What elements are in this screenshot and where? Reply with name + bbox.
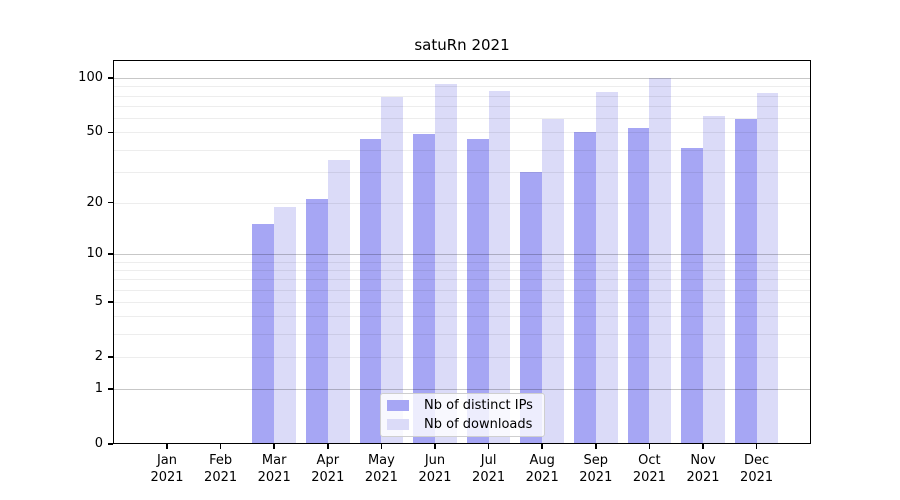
minor-gridline-80 [113, 95, 811, 97]
x-tick-label-mar: Mar 2021 [257, 453, 291, 485]
minor-gridline-8 [113, 269, 811, 271]
bar-downloads-jun [435, 83, 457, 444]
x-tick-oct [648, 444, 651, 449]
major-gridline-10 [113, 253, 811, 255]
x-tick-label-jun: Jun 2021 [418, 453, 452, 485]
minor-gridline-2 [113, 356, 811, 358]
minor-gridline-20 [113, 202, 811, 204]
major-gridline-1 [113, 389, 811, 391]
x-tick-may [380, 444, 383, 449]
plot-area [113, 60, 811, 444]
x-tick-label-aug: Aug 2021 [525, 453, 559, 485]
x-tick-nov [702, 444, 704, 449]
minor-gridline-30 [113, 171, 811, 173]
x-tick-dec [755, 444, 758, 449]
chart-title: satuRn 2021 [414, 36, 510, 54]
minor-gridline-5 [113, 301, 811, 303]
y-tick-0 [108, 443, 113, 445]
x-tick-label-oct: Oct 2021 [632, 453, 666, 485]
minor-gridline-90 [113, 86, 811, 88]
x-tick-label-sep: Sep 2021 [579, 453, 613, 485]
legend-swatch-distinct-ips [387, 400, 409, 411]
x-tick-jul [487, 444, 490, 449]
minor-gridline-50 [113, 132, 811, 134]
y-tick-1 [108, 388, 113, 390]
bar-downloads-jul [488, 90, 511, 444]
y-tick-10 [108, 253, 113, 255]
x-tick-mar [273, 444, 275, 449]
minor-gridline-60 [113, 118, 811, 120]
bar-distinct-ips-jun [413, 133, 435, 444]
y-tick-50 [108, 131, 113, 134]
minor-gridline-3 [113, 334, 811, 336]
x-tick-apr [327, 444, 329, 449]
bar-downloads-apr [327, 159, 350, 444]
bar-distinct-ips-nov [681, 147, 703, 444]
minor-gridline-70 [113, 106, 811, 108]
y-tick-5 [108, 301, 113, 303]
bar-downloads-dec [756, 92, 779, 444]
minor-gridline-40 [113, 149, 811, 151]
bar-distinct-ips-mar [252, 224, 275, 444]
x-tick-aug [541, 444, 543, 449]
x-tick-feb [219, 444, 222, 449]
y-tick-label-20: 20 [86, 194, 103, 210]
bar-downloads-oct [649, 78, 672, 444]
x-tick-label-may: May 2021 [364, 453, 398, 485]
y-tick-label-50: 50 [86, 124, 103, 140]
bar-downloads-mar [274, 206, 296, 444]
bar-downloads-sep [595, 91, 618, 444]
bar-downloads-may [381, 96, 404, 444]
y-tick-label-10: 10 [86, 245, 103, 261]
bar-downloads-nov [703, 115, 725, 444]
y-tick-label-5: 5 [94, 293, 103, 309]
bar-distinct-ips-jul [466, 138, 489, 444]
legend-label-distinct-ips: Nb of distinct IPs [424, 398, 533, 413]
minor-gridline-7 [113, 279, 811, 281]
y-tick-20 [108, 201, 113, 204]
bar-distinct-ips-aug [520, 171, 543, 444]
x-tick-jan [166, 444, 168, 449]
legend-swatch-downloads [387, 419, 409, 430]
bar-distinct-ips-oct [627, 127, 650, 444]
bar-distinct-ips-may [359, 138, 382, 444]
x-tick-label-nov: Nov 2021 [686, 453, 720, 485]
x-tick-jun [434, 444, 436, 449]
x-tick-label-apr: Apr 2021 [311, 453, 345, 485]
bar-distinct-ips-dec [734, 119, 757, 444]
bar-downloads-aug [542, 119, 564, 444]
x-tick-label-dec: Dec 2021 [740, 453, 774, 485]
x-tick-label-feb: Feb 2021 [204, 453, 238, 485]
bar-distinct-ips-apr [306, 199, 328, 444]
y-tick-2 [108, 356, 113, 358]
x-tick-sep [595, 444, 597, 449]
minor-gridline-4 [113, 316, 811, 318]
y-tick-label-2: 2 [94, 348, 103, 364]
legend-box: Nb of distinct IPs Nb of downloads [380, 393, 545, 437]
major-gridline-100 [113, 78, 811, 80]
legend-entry-downloads: Nb of downloads [387, 416, 536, 433]
x-tick-label-jan: Jan 2021 [150, 453, 184, 485]
legend-entry-distinct-ips: Nb of distinct IPs [387, 397, 536, 414]
x-tick-label-jul: Jul 2021 [472, 453, 506, 485]
bar-distinct-ips-sep [574, 132, 596, 444]
y-tick-label-0: 0 [94, 436, 103, 451]
legend-label-downloads: Nb of downloads [424, 417, 533, 432]
minor-gridline-6 [113, 289, 811, 291]
minor-gridline-9 [113, 261, 811, 263]
y-tick-label-1: 1 [94, 381, 103, 397]
y-tick-label-100: 100 [78, 70, 103, 86]
y-tick-100 [108, 77, 113, 79]
